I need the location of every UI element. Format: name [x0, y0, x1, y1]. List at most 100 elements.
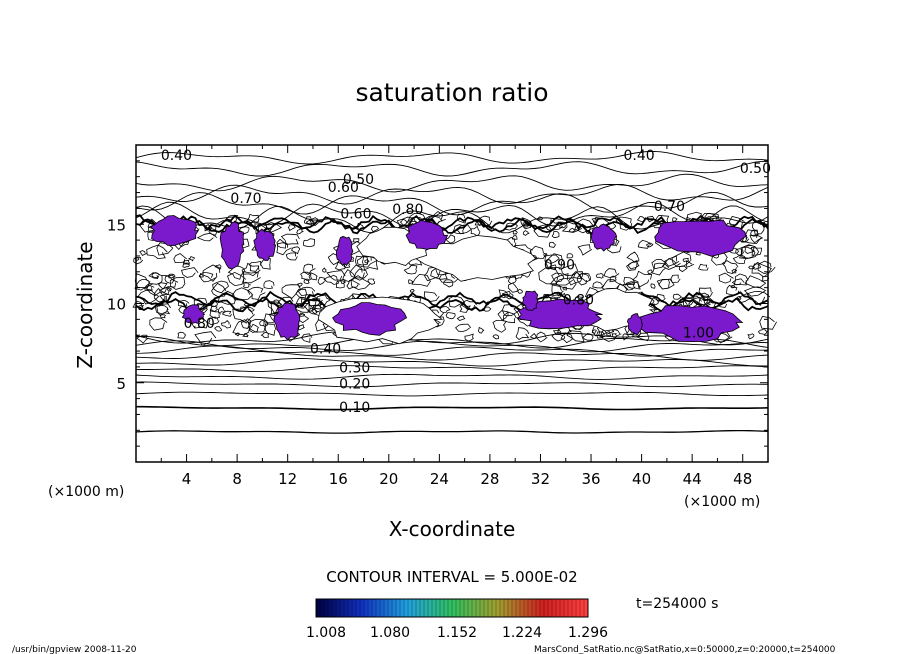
turbulent-contour [470, 225, 481, 237]
turbulent-contour [300, 271, 312, 281]
turbulent-contour [149, 317, 168, 331]
contour-line [135, 358, 768, 367]
turbulent-contour [263, 280, 275, 289]
turbulent-contour [295, 288, 307, 299]
turbulent-contour [623, 276, 636, 286]
turbulent-contour [647, 269, 653, 274]
supersaturated-region [521, 290, 539, 311]
turbulent-contour [352, 222, 366, 232]
turbulent-contour [208, 227, 219, 236]
turbulent-contour [276, 238, 289, 249]
turbulent-contour [481, 306, 492, 312]
contour-line [135, 391, 769, 397]
clear-region [416, 235, 538, 282]
turbulent-contour [749, 234, 763, 244]
turbulent-contour [352, 238, 360, 243]
turbulent-contour [551, 272, 565, 283]
turbulent-contour [626, 260, 638, 271]
turbulent-contour [294, 297, 311, 309]
turbulent-contour [656, 279, 671, 290]
turbulent-contour [736, 296, 742, 301]
turbulent-contour [280, 233, 300, 245]
turbulent-contour [497, 310, 509, 321]
supersaturated-region [219, 221, 245, 270]
turbulent-contour [276, 242, 292, 256]
x-axis-title: X-coordinate [389, 517, 516, 541]
turbulent-contour [300, 333, 313, 343]
turbulent-contour [517, 288, 524, 294]
turbulent-contour [560, 332, 574, 344]
colorbar-tick-label: 1.152 [437, 625, 477, 641]
turbulent-contour [308, 297, 321, 310]
turbulent-contour [248, 261, 262, 272]
turbulent-contour [209, 305, 219, 312]
contour-line [135, 373, 769, 380]
contour-value-label: 0.40 [624, 148, 655, 164]
turbulent-contour [353, 268, 369, 281]
turbulent-contour [477, 326, 485, 334]
turbulent-contour [651, 262, 670, 276]
turbulent-contour [739, 246, 756, 260]
turbulent-contour [209, 308, 221, 319]
turbulent-contour [247, 286, 266, 300]
turbulent-contour [370, 225, 380, 233]
turbulent-contour [671, 251, 692, 268]
turbulent-contour [515, 327, 530, 340]
dense-contour-band [135, 290, 769, 308]
turbulent-contour [241, 262, 261, 277]
turbulent-contour [164, 274, 175, 284]
dense-contour-band [135, 214, 769, 232]
turbulent-contour [492, 334, 500, 340]
dense-contour-band [135, 218, 769, 235]
turbulent-contour [146, 244, 168, 260]
turbulent-contour [221, 310, 232, 317]
turbulent-contour [132, 300, 144, 308]
x-tick-label: 28 [480, 470, 499, 488]
supersaturated-region [273, 302, 301, 341]
y-tick-label: 15 [107, 216, 126, 234]
contour-line [135, 201, 769, 228]
chart-title: saturation ratio [355, 78, 548, 107]
contour-line [135, 160, 768, 177]
turbulent-contour [683, 298, 694, 307]
turbulent-contour [134, 279, 154, 291]
turbulent-contour [743, 286, 767, 297]
turbulent-contour [507, 275, 517, 285]
turbulent-contour [291, 246, 300, 255]
turbulent-contour [731, 269, 738, 274]
turbulent-contour [408, 279, 414, 285]
turbulent-contour [346, 279, 360, 290]
turbulent-contour [409, 289, 415, 293]
turbulent-contour [260, 331, 270, 338]
turbulent-contour [326, 270, 346, 281]
turbulent-contour [750, 247, 763, 256]
x-tick-label: 48 [733, 470, 752, 488]
colorbar-tick-label: 1.296 [568, 625, 608, 641]
turbulent-contour [600, 328, 622, 342]
x-tick-label: 40 [632, 470, 651, 488]
turbulent-contour [322, 267, 327, 273]
turbulent-contour [568, 227, 576, 233]
turbulent-contour [733, 273, 749, 286]
y-tick-label: 10 [107, 296, 126, 314]
turbulent-contour [548, 241, 557, 248]
contour-value-label: 0.80 [392, 202, 423, 218]
turbulent-contour [194, 331, 217, 346]
turbulent-contour [303, 238, 316, 248]
contour-interval-text: CONTOUR INTERVAL = 5.000E-02 [326, 568, 577, 586]
turbulent-contour [296, 228, 304, 235]
turbulent-contour [166, 287, 173, 292]
turbulent-contour [536, 331, 548, 343]
turbulent-contour [738, 293, 752, 304]
turbulent-contour [645, 242, 654, 248]
turbulent-contour [423, 291, 440, 302]
turbulent-contour [747, 333, 755, 340]
supersaturated-region [517, 298, 603, 330]
turbulent-contour [211, 282, 228, 297]
x-tick-label: 36 [581, 470, 600, 488]
turbulent-contour [627, 260, 640, 270]
contour-value-label: 0.30 [339, 361, 370, 377]
turbulent-contour [529, 333, 537, 339]
turbulent-contour [503, 311, 517, 324]
time-label: t=254000 s [636, 596, 718, 612]
